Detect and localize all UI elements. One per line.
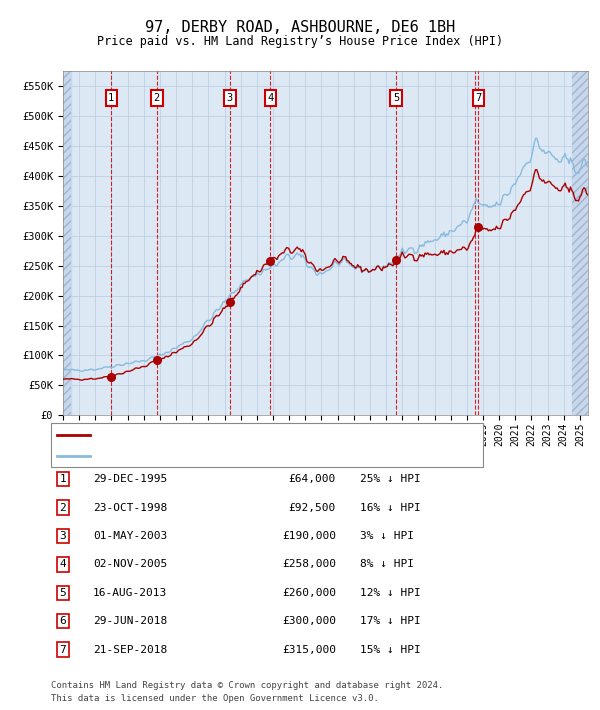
Text: 7: 7 bbox=[59, 645, 67, 655]
Text: 2: 2 bbox=[154, 93, 160, 103]
Text: 97, DERBY ROAD, ASHBOURNE, DE6 1BH: 97, DERBY ROAD, ASHBOURNE, DE6 1BH bbox=[145, 20, 455, 35]
Text: £315,000: £315,000 bbox=[282, 645, 336, 655]
Text: 5: 5 bbox=[59, 588, 67, 598]
Text: 01-MAY-2003: 01-MAY-2003 bbox=[93, 531, 167, 541]
Text: Price paid vs. HM Land Registry’s House Price Index (HPI): Price paid vs. HM Land Registry’s House … bbox=[97, 35, 503, 48]
Text: 4: 4 bbox=[59, 559, 67, 569]
Text: 2: 2 bbox=[59, 503, 67, 513]
Text: 1: 1 bbox=[108, 93, 115, 103]
Text: 16-AUG-2013: 16-AUG-2013 bbox=[93, 588, 167, 598]
Text: 15% ↓ HPI: 15% ↓ HPI bbox=[360, 645, 421, 655]
Text: 25% ↓ HPI: 25% ↓ HPI bbox=[360, 474, 421, 484]
Text: 29-DEC-1995: 29-DEC-1995 bbox=[93, 474, 167, 484]
Text: £300,000: £300,000 bbox=[282, 616, 336, 626]
Text: 8% ↓ HPI: 8% ↓ HPI bbox=[360, 559, 414, 569]
Text: 6: 6 bbox=[59, 616, 67, 626]
Text: 02-NOV-2005: 02-NOV-2005 bbox=[93, 559, 167, 569]
Text: £260,000: £260,000 bbox=[282, 588, 336, 598]
Text: £190,000: £190,000 bbox=[282, 531, 336, 541]
Bar bbox=[63, 71, 71, 415]
Bar bbox=[572, 71, 588, 415]
Text: HPI: Average price, detached house, Derbyshire Dales: HPI: Average price, detached house, Derb… bbox=[96, 451, 421, 462]
Text: 5: 5 bbox=[393, 93, 399, 103]
Text: Contains HM Land Registry data © Crown copyright and database right 2024.: Contains HM Land Registry data © Crown c… bbox=[51, 681, 443, 690]
Text: 3: 3 bbox=[227, 93, 233, 103]
Text: 17% ↓ HPI: 17% ↓ HPI bbox=[360, 616, 421, 626]
Text: 7: 7 bbox=[475, 93, 482, 103]
Text: £64,000: £64,000 bbox=[289, 474, 336, 484]
Text: 3% ↓ HPI: 3% ↓ HPI bbox=[360, 531, 414, 541]
Text: 23-OCT-1998: 23-OCT-1998 bbox=[93, 503, 167, 513]
Text: This data is licensed under the Open Government Licence v3.0.: This data is licensed under the Open Gov… bbox=[51, 694, 379, 703]
Text: 1: 1 bbox=[59, 474, 67, 484]
Bar bbox=[63, 71, 71, 415]
Text: 16% ↓ HPI: 16% ↓ HPI bbox=[360, 503, 421, 513]
Text: 12% ↓ HPI: 12% ↓ HPI bbox=[360, 588, 421, 598]
Text: 21-SEP-2018: 21-SEP-2018 bbox=[93, 645, 167, 655]
Text: £258,000: £258,000 bbox=[282, 559, 336, 569]
Text: 3: 3 bbox=[59, 531, 67, 541]
Text: 4: 4 bbox=[267, 93, 274, 103]
Text: 97, DERBY ROAD, ASHBOURNE, DE6 1BH (detached house): 97, DERBY ROAD, ASHBOURNE, DE6 1BH (deta… bbox=[96, 430, 415, 440]
Text: £92,500: £92,500 bbox=[289, 503, 336, 513]
Text: 29-JUN-2018: 29-JUN-2018 bbox=[93, 616, 167, 626]
Bar bbox=[572, 71, 588, 415]
